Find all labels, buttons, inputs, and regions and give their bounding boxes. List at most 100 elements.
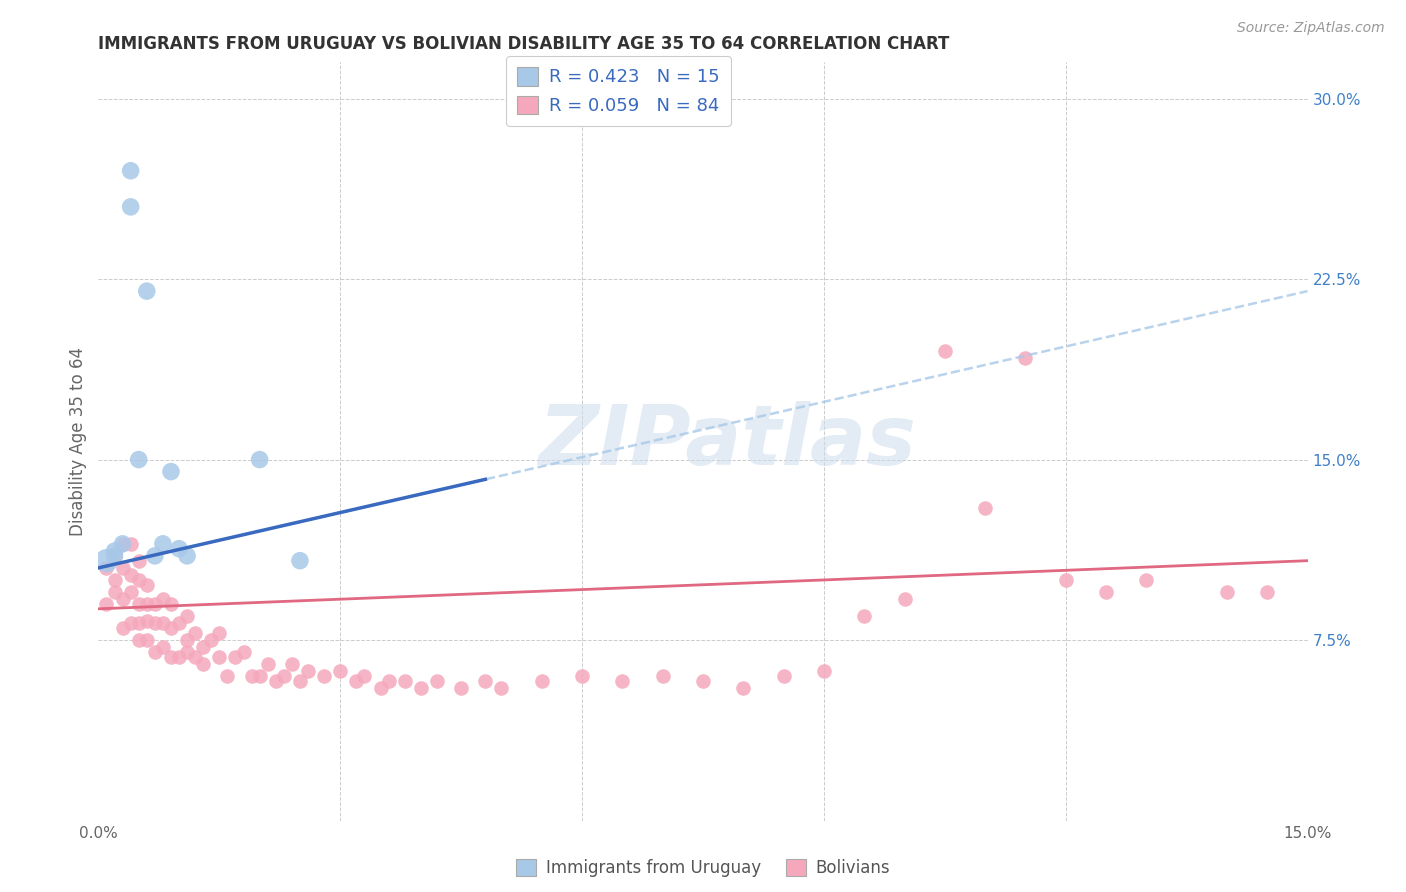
Point	[176, 609, 198, 624]
Point	[612, 673, 634, 688]
Point	[120, 568, 142, 582]
Point	[128, 554, 150, 568]
Point	[377, 673, 399, 688]
Point	[135, 633, 157, 648]
Point	[409, 681, 432, 696]
Point	[143, 597, 166, 611]
Point	[143, 645, 166, 659]
Point	[273, 669, 295, 683]
Point	[120, 585, 142, 599]
Point	[160, 621, 183, 635]
Point	[314, 669, 336, 683]
Point	[111, 621, 134, 635]
Point	[1014, 351, 1036, 366]
Point	[96, 554, 118, 568]
Point	[176, 645, 198, 659]
Point	[128, 616, 150, 631]
Point	[1135, 573, 1157, 587]
Point	[160, 465, 183, 479]
Point	[160, 597, 183, 611]
Legend: Immigrants from Uruguay, Bolivians: Immigrants from Uruguay, Bolivians	[509, 852, 897, 884]
Point	[103, 549, 125, 563]
Point	[394, 673, 416, 688]
Point	[103, 585, 125, 599]
Point	[135, 614, 157, 628]
Point	[450, 681, 472, 696]
Point	[1216, 585, 1239, 599]
Point	[128, 573, 150, 587]
Point	[111, 537, 134, 551]
Point	[152, 616, 174, 631]
Point	[1095, 585, 1118, 599]
Point	[224, 650, 246, 665]
Point	[176, 549, 198, 563]
Point	[370, 681, 392, 696]
Point	[143, 616, 166, 631]
Point	[111, 537, 134, 551]
Point	[353, 669, 375, 683]
Point	[120, 163, 142, 178]
Point	[143, 549, 166, 563]
Point	[288, 673, 311, 688]
Point	[152, 537, 174, 551]
Point	[571, 669, 593, 683]
Point	[974, 500, 997, 515]
Point	[193, 640, 215, 655]
Point	[135, 597, 157, 611]
Point	[530, 673, 553, 688]
Point	[249, 669, 271, 683]
Y-axis label: Disability Age 35 to 64: Disability Age 35 to 64	[69, 347, 87, 536]
Point	[651, 669, 673, 683]
Point	[135, 578, 157, 592]
Point	[111, 592, 134, 607]
Point	[893, 592, 915, 607]
Point	[474, 673, 496, 688]
Point	[96, 561, 118, 575]
Point	[426, 673, 449, 688]
Point	[329, 665, 352, 679]
Point	[256, 657, 278, 672]
Point	[232, 645, 254, 659]
Point	[128, 597, 150, 611]
Legend: R = 0.423   N = 15, R = 0.059   N = 84: R = 0.423 N = 15, R = 0.059 N = 84	[506, 56, 731, 126]
Point	[167, 650, 190, 665]
Point	[103, 549, 125, 563]
Point	[264, 673, 287, 688]
Point	[120, 537, 142, 551]
Point	[208, 626, 231, 640]
Point	[200, 633, 222, 648]
Point	[217, 669, 239, 683]
Point	[1054, 573, 1077, 587]
Text: ZIPatlas: ZIPatlas	[538, 401, 917, 482]
Text: Source: ZipAtlas.com: Source: ZipAtlas.com	[1237, 21, 1385, 35]
Point	[128, 452, 150, 467]
Point	[103, 544, 125, 558]
Point	[128, 633, 150, 648]
Point	[152, 640, 174, 655]
Point	[152, 592, 174, 607]
Point	[167, 541, 190, 556]
Point	[135, 284, 157, 298]
Point	[1256, 585, 1278, 599]
Point	[120, 200, 142, 214]
Point	[160, 650, 183, 665]
Point	[813, 665, 835, 679]
Point	[184, 650, 207, 665]
Point	[120, 616, 142, 631]
Text: IMMIGRANTS FROM URUGUAY VS BOLIVIAN DISABILITY AGE 35 TO 64 CORRELATION CHART: IMMIGRANTS FROM URUGUAY VS BOLIVIAN DISA…	[98, 35, 950, 53]
Point	[288, 554, 311, 568]
Point	[853, 609, 876, 624]
Point	[772, 669, 794, 683]
Point	[184, 626, 207, 640]
Point	[240, 669, 263, 683]
Point	[208, 650, 231, 665]
Point	[491, 681, 513, 696]
Point	[733, 681, 755, 696]
Point	[249, 452, 271, 467]
Point	[111, 561, 134, 575]
Point	[96, 597, 118, 611]
Point	[193, 657, 215, 672]
Point	[103, 573, 125, 587]
Point	[167, 616, 190, 631]
Point	[692, 673, 714, 688]
